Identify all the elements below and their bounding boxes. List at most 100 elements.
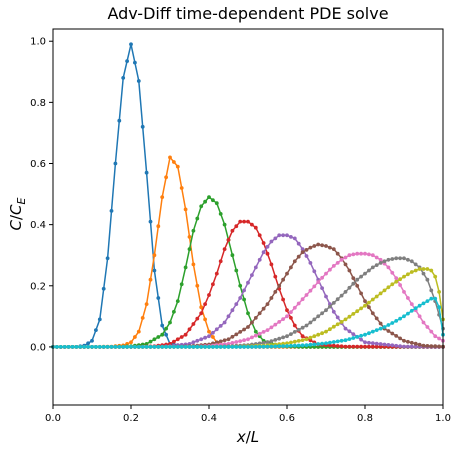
data-point xyxy=(211,330,215,335)
data-point xyxy=(359,251,363,256)
data-point xyxy=(296,327,301,332)
series-line xyxy=(53,268,444,348)
data-point xyxy=(374,341,379,346)
data-point xyxy=(390,321,395,325)
data-point xyxy=(367,331,371,336)
data-point xyxy=(339,320,344,324)
data-point xyxy=(203,317,208,322)
series-line xyxy=(53,44,443,348)
x-tick-label: 0.4 xyxy=(201,413,217,424)
data-point xyxy=(265,244,270,249)
data-point xyxy=(316,242,321,247)
data-point xyxy=(437,305,441,310)
data-point xyxy=(308,245,313,250)
data-point xyxy=(129,345,133,349)
data-point xyxy=(281,297,285,302)
data-point xyxy=(406,344,410,349)
data-point xyxy=(433,296,438,301)
data-point xyxy=(234,224,239,229)
data-point xyxy=(156,345,161,349)
data-point xyxy=(148,277,153,282)
data-point xyxy=(378,321,383,326)
data-point xyxy=(253,316,258,320)
data-point xyxy=(429,296,434,301)
series-2 xyxy=(51,155,445,349)
data-point xyxy=(406,339,410,344)
data-point xyxy=(273,344,278,349)
data-point xyxy=(402,274,406,279)
data-point xyxy=(238,345,243,349)
data-point xyxy=(292,259,297,264)
data-point xyxy=(289,265,293,270)
data-point xyxy=(191,322,196,326)
data-point xyxy=(183,265,188,270)
data-point xyxy=(195,345,200,349)
data-point xyxy=(269,239,274,244)
data-point xyxy=(433,344,438,349)
data-point xyxy=(250,320,254,325)
data-point xyxy=(265,302,270,306)
data-point xyxy=(390,331,395,336)
data-point xyxy=(382,288,387,293)
data-point xyxy=(292,343,297,348)
x-axis-label: x/L xyxy=(236,428,259,446)
data-point xyxy=(304,343,309,347)
data-point xyxy=(230,228,235,233)
data-point xyxy=(242,288,247,293)
data-point xyxy=(234,302,239,306)
data-point xyxy=(133,335,137,339)
data-point xyxy=(86,341,90,346)
data-point xyxy=(359,337,363,342)
data-point xyxy=(152,345,157,349)
data-point xyxy=(413,262,418,267)
data-point xyxy=(300,297,305,302)
data-point xyxy=(304,323,309,328)
data-point xyxy=(335,297,340,302)
data-point xyxy=(316,342,321,346)
data-point xyxy=(257,257,262,262)
data-point xyxy=(195,283,200,288)
data-point xyxy=(109,209,114,213)
data-point xyxy=(402,338,406,343)
data-point xyxy=(386,329,391,333)
data-point xyxy=(195,216,200,221)
data-point xyxy=(175,345,180,349)
data-point xyxy=(413,344,418,349)
data-point xyxy=(246,311,250,316)
data-point xyxy=(398,336,402,341)
data-point xyxy=(222,320,227,325)
data-point xyxy=(97,345,102,349)
data-point xyxy=(152,268,157,273)
data-point xyxy=(331,309,336,314)
data-point xyxy=(300,325,305,330)
data-point xyxy=(289,332,293,336)
data-point xyxy=(265,328,270,332)
data-point xyxy=(343,290,348,294)
data-point xyxy=(402,314,406,319)
data-point xyxy=(409,308,414,313)
data-point xyxy=(331,340,336,344)
data-point xyxy=(144,342,149,346)
series-line xyxy=(53,155,443,348)
data-point xyxy=(66,345,71,349)
data-point xyxy=(234,332,239,337)
x-tick-label: 0.6 xyxy=(279,413,295,424)
data-point xyxy=(261,344,266,349)
data-point xyxy=(425,299,430,303)
data-point xyxy=(351,252,356,257)
data-point xyxy=(144,302,149,306)
data-point xyxy=(363,344,367,349)
data-point xyxy=(421,301,426,306)
data-point xyxy=(386,323,391,327)
data-point xyxy=(335,315,340,320)
data-point xyxy=(324,341,328,346)
series-line xyxy=(53,252,444,348)
data-point xyxy=(425,277,430,282)
data-point xyxy=(246,325,250,329)
data-point xyxy=(238,330,243,334)
data-point xyxy=(133,60,137,65)
data-point xyxy=(328,267,332,272)
data-point xyxy=(101,286,106,291)
data-point xyxy=(390,270,395,275)
data-point xyxy=(300,338,305,342)
